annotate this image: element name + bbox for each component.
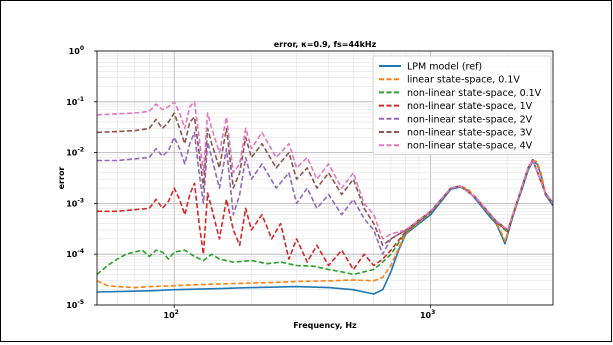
plot-area (96, 50, 554, 306)
legend-box (372, 55, 552, 155)
legend-label: LPM model (ref) (407, 62, 482, 73)
legend-label: non-linear state-space, 2V (407, 114, 533, 125)
series-line-1 (97, 160, 553, 295)
y-tick-label: 10-2 (66, 147, 84, 158)
legend-label: non-linear state-space, 0.1V (407, 88, 542, 99)
y-tick-label: 10-1 (66, 96, 84, 107)
series-layer (97, 101, 553, 295)
legend-label: non-linear state-space, 3V (407, 128, 533, 139)
y-tick-label: 10-5 (66, 299, 84, 310)
axis-ticks: 100 10-1 10-2 10-3 10-4 10-5 102 103 (66, 45, 435, 320)
y-tick-label: 10-3 (66, 197, 84, 208)
y-tick-label: 10-4 (66, 248, 84, 259)
x-tick-label: 102 (164, 309, 179, 320)
series-line-5 (97, 131, 553, 255)
legend-label: non-linear state-space, 1V (407, 101, 533, 112)
x-tick-label: 103 (420, 309, 435, 320)
y-tick-label: 100 (69, 45, 84, 56)
legend: LPM model (ref) linear state-space, 0.1V n… (372, 55, 552, 155)
chart-title: error, κ=0.9, fs=44kHz (274, 40, 377, 49)
series-line-7 (97, 101, 553, 240)
x-axis-label: Frequency, Hz (293, 321, 357, 330)
legend-label: non-linear state-space, 4V (407, 141, 533, 152)
legend-label: linear state-space, 0.1V (407, 75, 520, 86)
y-axis-label: error (57, 167, 66, 190)
